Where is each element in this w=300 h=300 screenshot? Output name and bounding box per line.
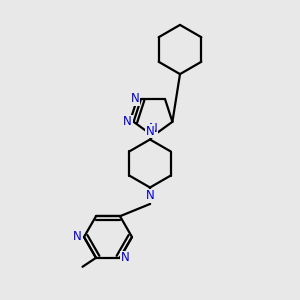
Text: N: N — [131, 92, 140, 106]
Text: N: N — [121, 251, 130, 264]
Text: N: N — [73, 230, 82, 244]
Text: N: N — [148, 122, 158, 135]
Text: N: N — [123, 115, 132, 128]
Text: N: N — [146, 125, 154, 138]
Text: N: N — [146, 189, 154, 202]
